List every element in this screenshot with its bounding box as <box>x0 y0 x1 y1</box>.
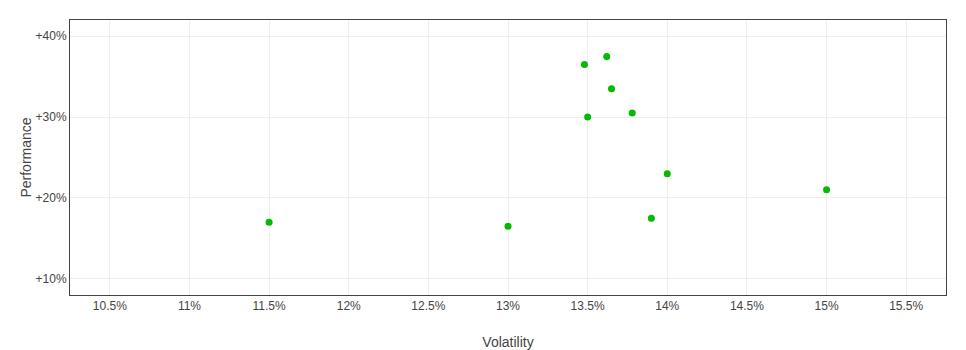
svg-text:+10%: +10% <box>36 272 67 286</box>
svg-text:Volatility: Volatility <box>482 334 533 350</box>
svg-text:+30%: +30% <box>36 110 67 124</box>
svg-text:+20%: +20% <box>36 191 67 205</box>
svg-text:11.5%: 11.5% <box>253 299 286 313</box>
svg-text:14%: 14% <box>655 299 679 313</box>
svg-text:12%: 12% <box>337 299 361 313</box>
svg-text:Performance: Performance <box>18 117 34 197</box>
svg-text:10.5%: 10.5% <box>93 299 127 313</box>
svg-text:+40%: +40% <box>36 29 67 43</box>
svg-text:13%: 13% <box>496 299 520 313</box>
svg-text:14.5%: 14.5% <box>730 299 764 313</box>
svg-text:11%: 11% <box>178 299 201 313</box>
svg-text:15.5%: 15.5% <box>889 299 923 313</box>
svg-text:13.5%: 13.5% <box>571 299 605 313</box>
svg-text:15%: 15% <box>815 299 839 313</box>
svg-text:12.5%: 12.5% <box>411 299 445 313</box>
